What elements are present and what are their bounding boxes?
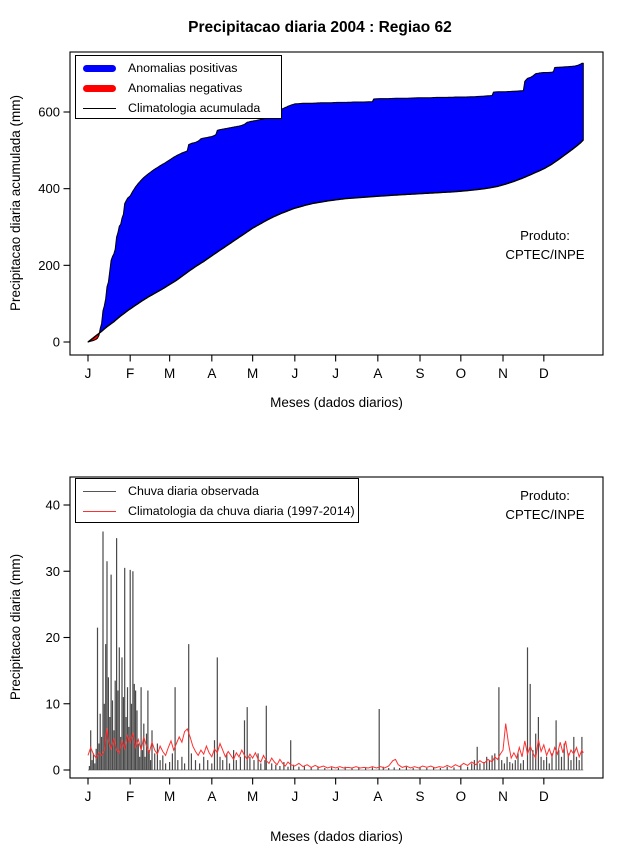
top-x-tick-label: D [539,366,549,381]
bottom-y-axis-title: Precipitacao diaria (mm) [8,553,23,701]
top-x-axis-title: Meses (dados diarios) [270,395,403,410]
bottom-y-tick-label: 30 [46,564,60,579]
legend-item-daily-climatology: Climatologia da chuva diaria (1997-2014) [76,501,358,521]
bottom-x-tick-label: O [456,789,467,804]
bottom-x-tick-label: M [164,789,175,804]
product-note-line1: Produto: [520,228,570,243]
top-x-tick-label: A [207,366,216,381]
bottom-x-tick-label: S [416,789,425,804]
bottom-plot-frame [69,476,604,779]
legend-label: Climatologia da chuva diaria (1997-2014) [128,504,355,518]
daily-climatology-line-swatch-icon [83,510,116,512]
top-x-tick-label: M [247,366,258,381]
top-x-tick-label: J [85,366,92,381]
top-x-tick-label: S [416,366,425,381]
bottom-x-tick-label: F [126,789,134,804]
legend-label: Anomalias negativas [128,81,243,95]
bottom-y-tick-label: 40 [46,498,60,513]
legend-label: Anomalias positivas [128,61,238,75]
negative-anomaly-swatch-icon [83,84,116,92]
bottom-x-axis-title: Meses (dados diarios) [270,829,403,844]
legend-item-observed-daily-rain: Chuva diaria observada [76,481,358,501]
product-note-line2: CPTEC/INPE [505,246,585,262]
top-x-tick-label: A [373,366,382,381]
top-x-tick-label: M [164,366,175,381]
top-x-tick-label: J [332,366,339,381]
legend-label: Climatologia acumulada [128,101,261,115]
bottom-legend: Chuva diaria observada Climatologia da c… [75,478,359,523]
positive-anomaly-swatch-icon [83,64,116,72]
legend-item-accumulated-climatology: Climatologia acumulada [76,98,281,118]
accumulated-climatology-line [87,139,584,343]
bottom-product-note: Produto: CPTEC/INPE [470,487,620,524]
bottom-y-tick-label: 10 [46,696,60,711]
bottom-y-tick-label: 0 [53,763,60,778]
bottom-x-tick-label: M [247,789,258,804]
bottom-x-tick-label: J [291,789,298,804]
legend-item-negative-anomalies: Anomalias negativas [76,78,281,98]
top-y-axis-title: Precipitacao diaria acumulada (mm) [8,94,23,312]
bottom-x-tick-label: A [373,789,382,804]
legend-label: Chuva diaria observada [128,484,259,498]
top-legend: Anomalias positivas Anomalias negativas … [75,55,282,119]
bottom-x-tick-label: N [498,789,508,804]
daily-climatology-line [87,723,584,769]
product-note-line1: Produto: [520,488,570,503]
page-title: Precipitacao diaria 2004 : Regiao 62 [188,19,452,36]
bottom-x-tick-label: J [332,789,339,804]
top-product-note: Produto: CPTEC/INPE [470,227,620,264]
top-y-tick-label: 600 [38,105,60,120]
product-note-line2: CPTEC/INPE [505,506,585,522]
top-x-tick-label: F [126,366,134,381]
top-y-tick-label: 200 [38,258,60,273]
legend-item-positive-anomalies: Anomalias positivas [76,58,281,78]
top-y-tick-label: 0 [53,335,60,350]
top-x-tick-label: J [291,366,298,381]
top-x-tick-label: O [456,366,467,381]
climatology-line-swatch-icon [83,107,116,109]
bottom-x-tick-label: D [539,789,549,804]
bottom-y-tick-label: 20 [46,630,60,645]
top-x-tick-label: N [498,366,508,381]
bottom-x-tick-label: J [85,789,92,804]
observed-rain-line-swatch-icon [83,490,116,492]
bottom-x-tick-label: A [207,789,216,804]
top-y-tick-label: 400 [38,181,60,196]
top-plot-frame [69,51,604,356]
